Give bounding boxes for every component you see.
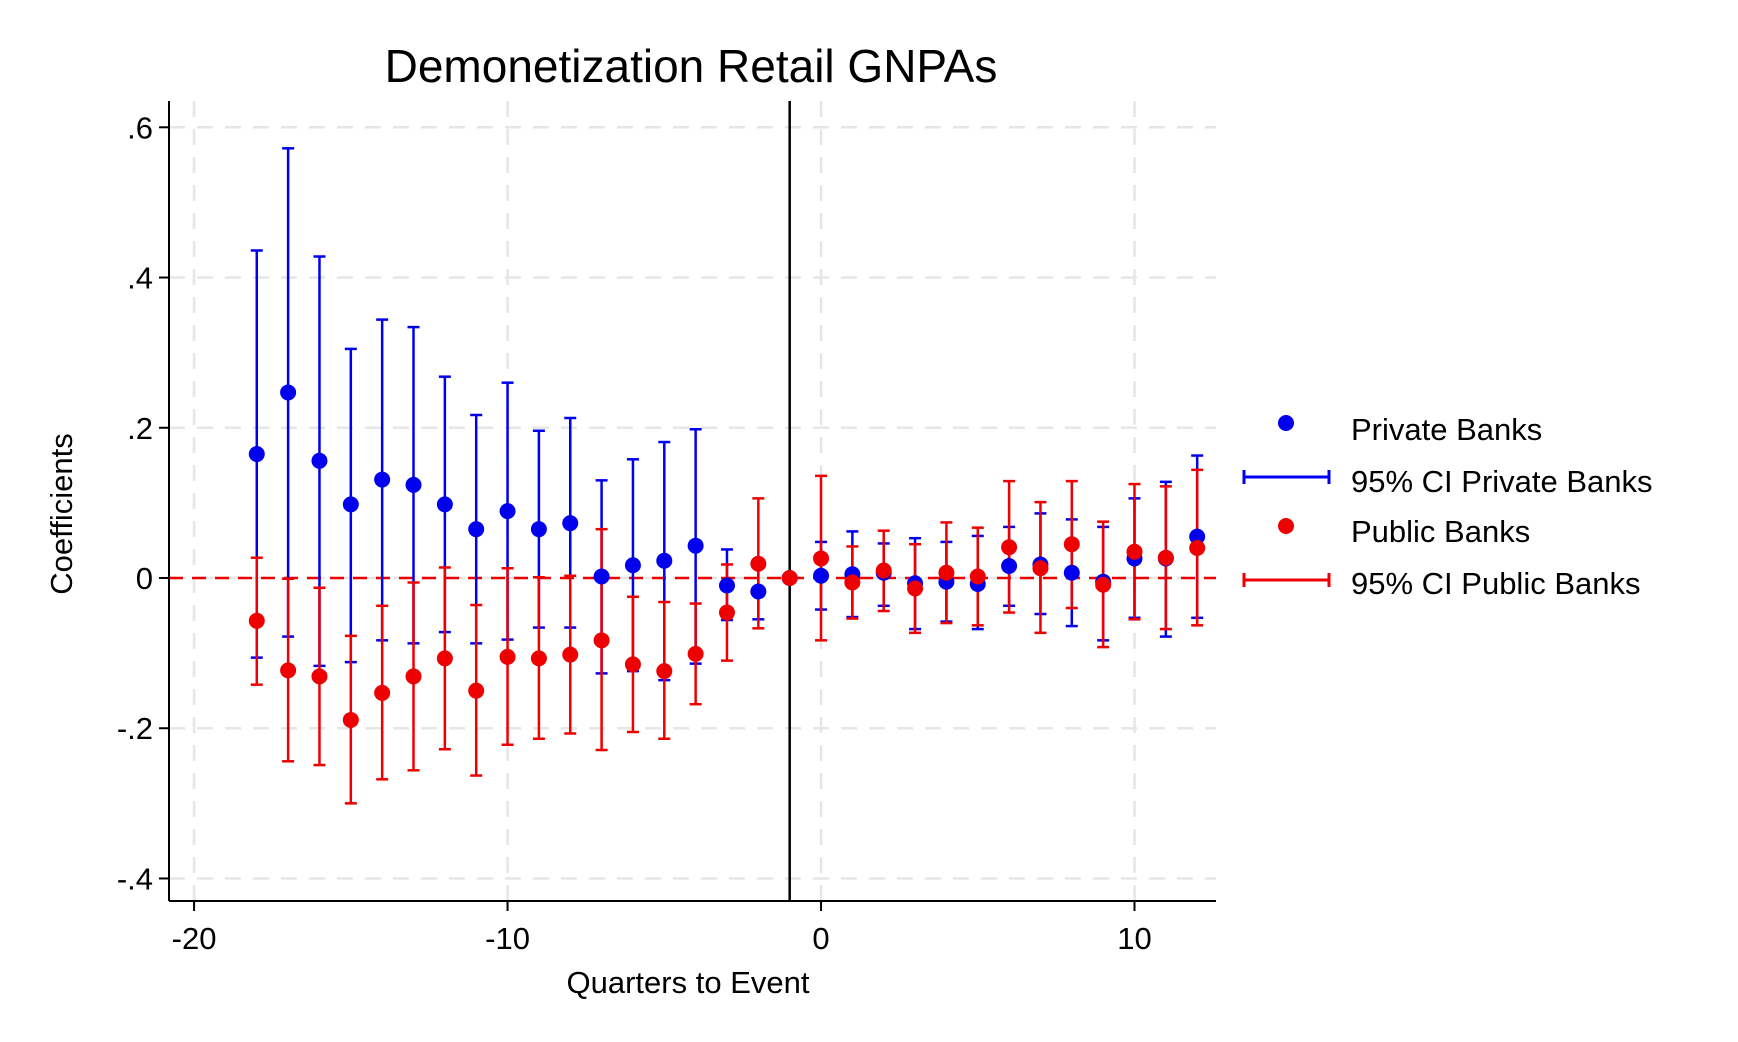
public-point [248,612,265,629]
public-point [374,684,391,701]
public-point [875,562,892,579]
public-point [311,668,328,685]
private-point [530,521,547,538]
private-point [311,452,328,469]
axes [168,101,1216,902]
public-point [1126,543,1143,560]
legend-public-marker [1278,518,1294,534]
private-point [436,496,453,513]
public-point [1157,549,1174,566]
public-banks-points [248,536,1206,728]
private-point [718,577,735,594]
x-tick-label: 0 [812,921,829,956]
public-point [844,574,861,591]
chart-title: Demonetization Retail GNPAs [385,40,998,92]
public-banks-ci-group [250,468,1204,805]
public-point [750,555,767,572]
private-point [624,557,641,574]
public-point [624,656,641,673]
public-point [1032,560,1049,577]
y-tick-label: .2 [127,411,153,446]
private-point [656,552,673,569]
public-point [593,632,610,649]
public-point [342,711,359,728]
public-point [1001,539,1018,556]
private-point [374,471,391,488]
public-point [813,550,830,567]
public-point [530,650,547,667]
private-point [405,476,422,493]
x-tick-label: 10 [1117,921,1151,956]
private-point [248,446,265,463]
public-point [1063,536,1080,553]
private-point [1189,528,1206,545]
public-point [718,604,735,621]
public-point [562,646,579,663]
public-point [468,682,485,699]
y-axis-ticks: .6 .4 .2 0 -.2 -.4 [117,110,169,896]
public-point [405,668,422,685]
y-axis-label: Coefficients [44,433,79,594]
legend-public-ci-label: 95% CI Public Banks [1351,566,1640,601]
private-point [593,568,610,585]
public-point [280,662,297,679]
public-point [938,564,955,581]
public-point [656,663,673,680]
legend-public-ci-marker [1242,573,1331,587]
x-tick-label: -20 [172,921,217,956]
private-point [342,496,359,513]
legend: Private Banks 95% CI Private Banks Publi… [1242,412,1653,601]
private-point [1001,557,1018,574]
public-point [436,650,453,667]
y-tick-label: 0 [136,561,153,596]
public-point [499,648,516,665]
gridlines [169,101,1216,901]
legend-private-marker [1278,415,1294,431]
private-point [1063,564,1080,581]
private-point [813,567,830,584]
private-point [468,521,485,538]
private-point [562,515,579,532]
y-tick-label: .4 [127,261,153,296]
y-tick-label: -.4 [117,861,153,896]
x-tick-label: -10 [485,921,530,956]
public-point [907,580,924,597]
private-point [687,537,704,554]
private-point [280,384,297,401]
legend-private-label: Private Banks [1351,412,1542,447]
y-tick-label: -.2 [117,711,153,746]
public-point [1189,539,1206,556]
public-point [969,568,986,585]
public-point [1095,576,1112,593]
public-point [687,645,704,662]
x-axis-ticks: -20 -10 0 10 [172,901,1152,956]
private-point [750,583,767,600]
legend-public-label: Public Banks [1351,514,1530,549]
public-point [781,569,798,586]
x-axis-label: Quarters to Event [567,965,810,1000]
legend-private-ci-label: 95% CI Private Banks [1351,464,1653,499]
y-tick-label: .6 [127,110,153,145]
legend-private-ci-marker [1242,470,1331,484]
private-point [499,503,516,520]
